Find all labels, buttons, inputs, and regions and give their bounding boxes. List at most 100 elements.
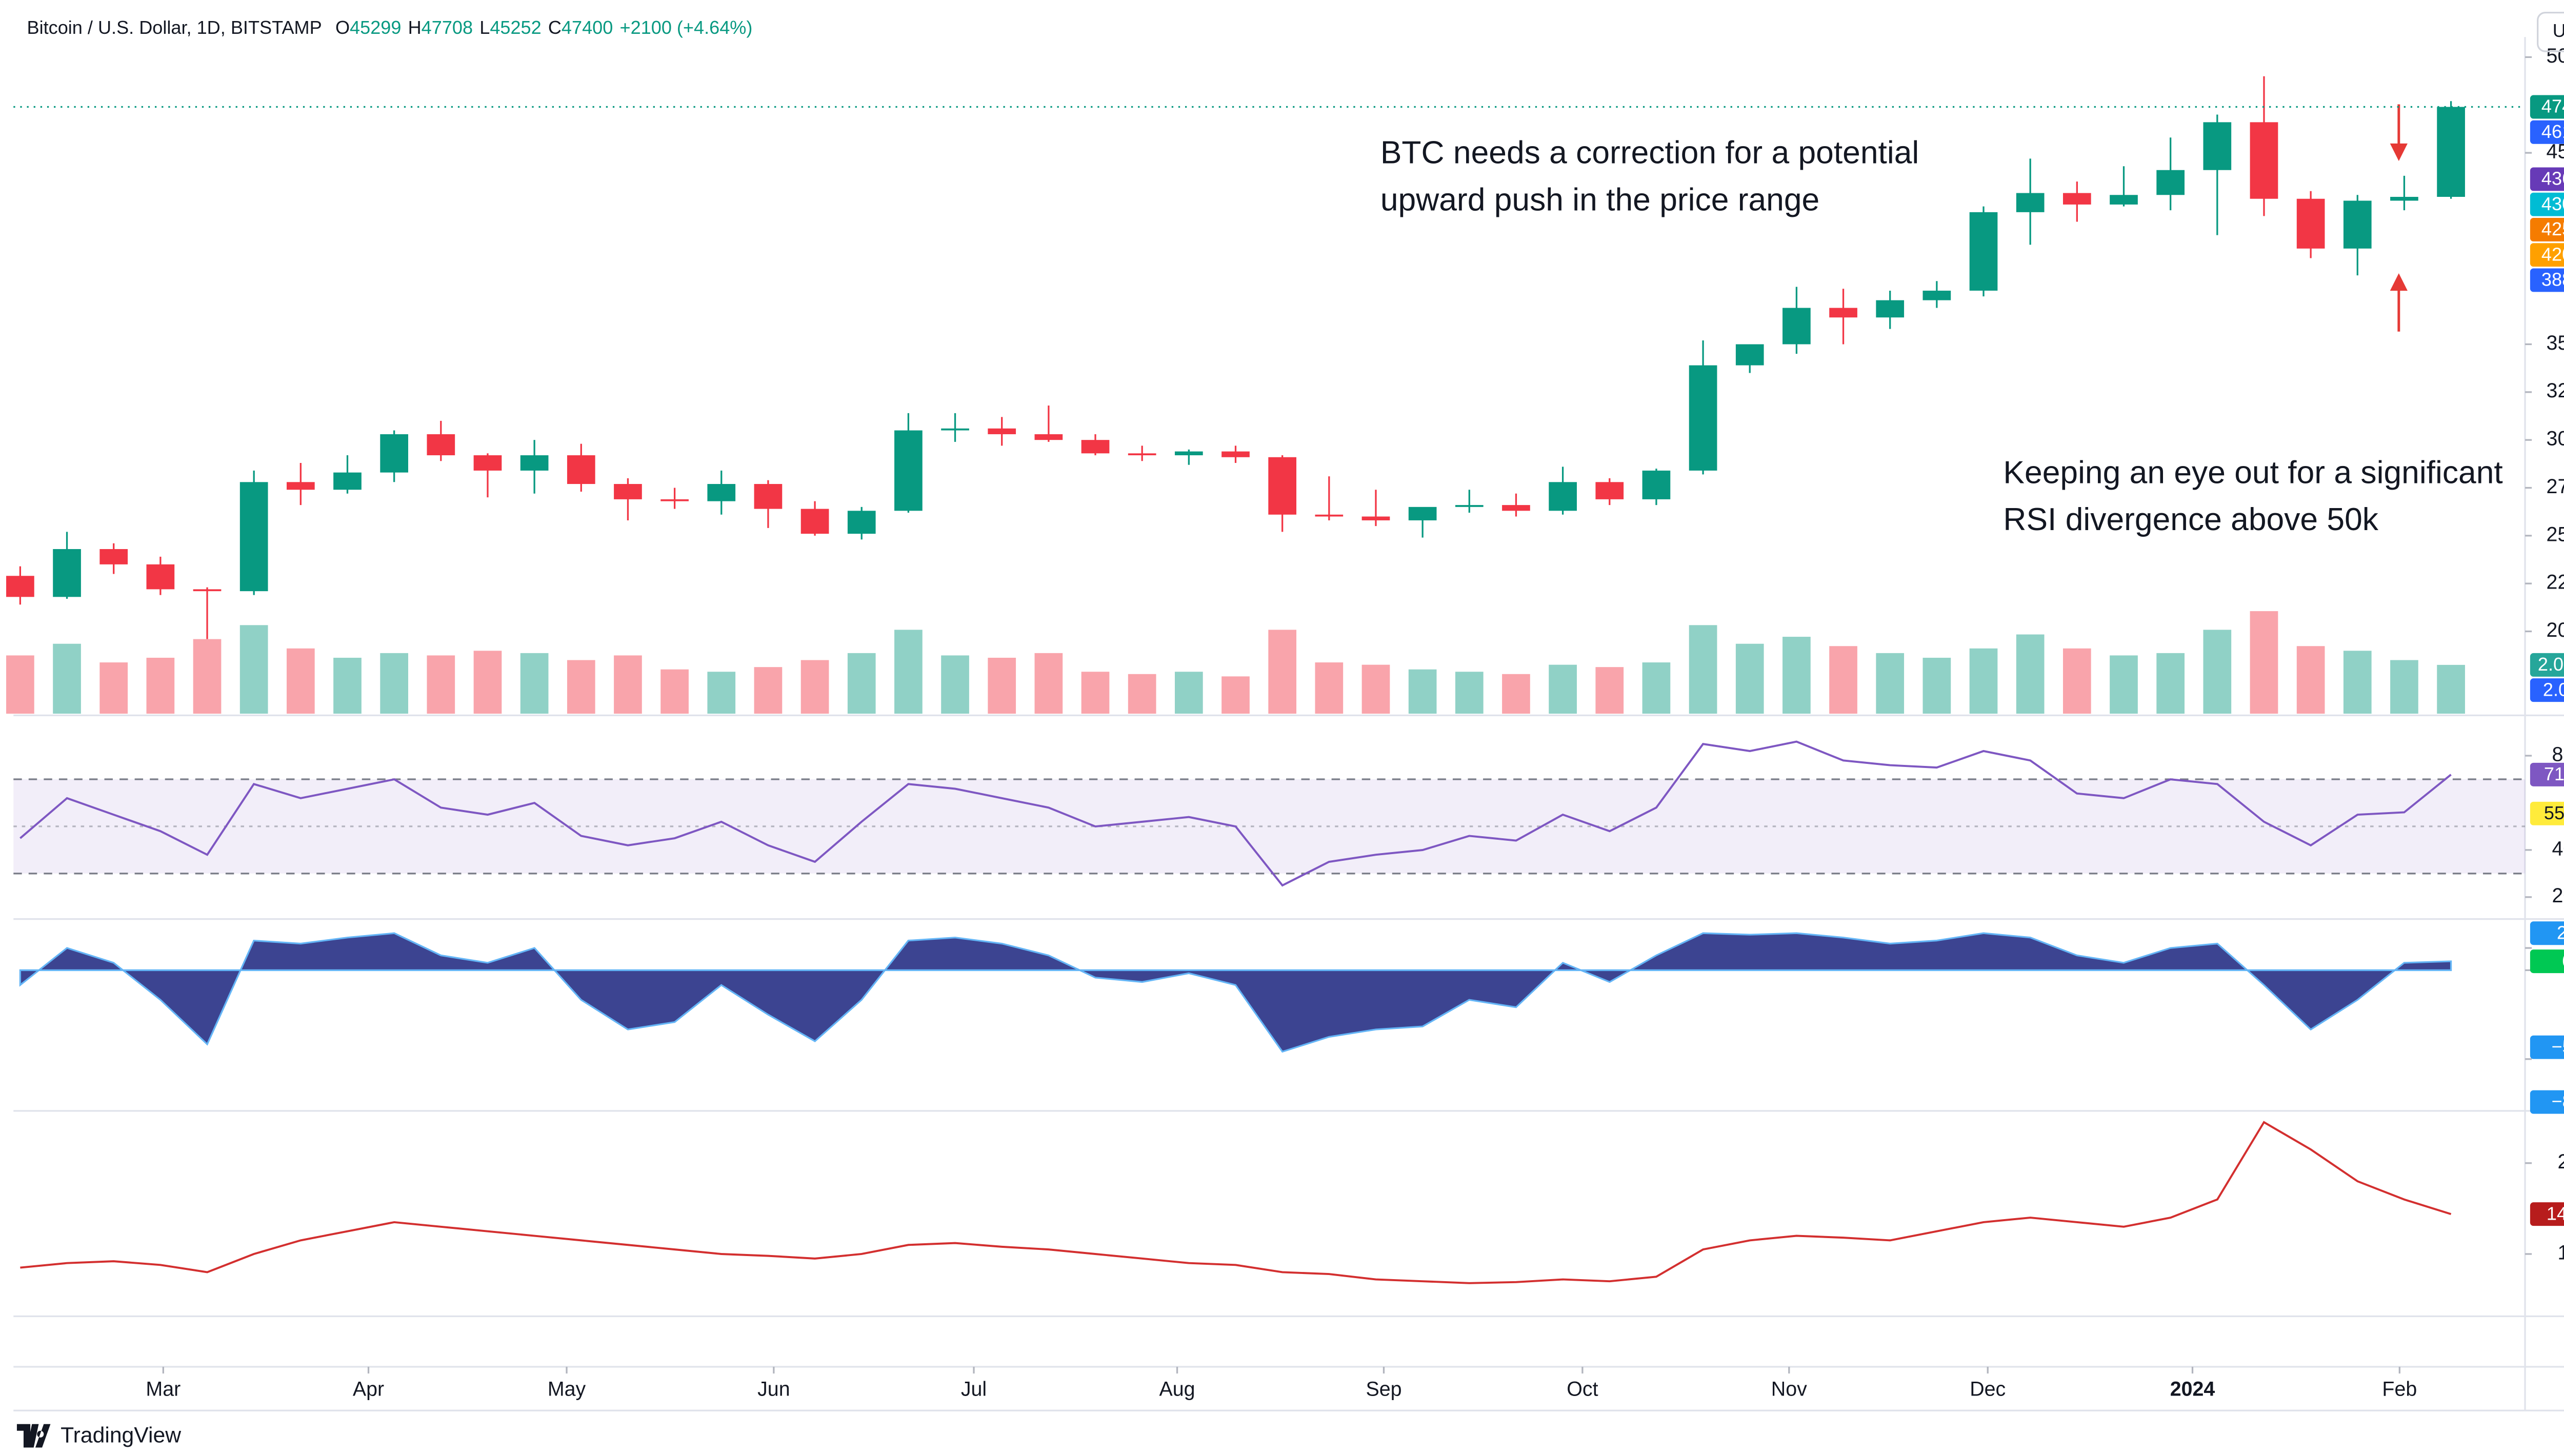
price-tag-label: 71.99 [2544,763,2564,784]
x-tick-label: Feb [2382,1378,2417,1400]
volume-bar [2203,630,2232,714]
price-tag-label: −89 [2551,1091,2564,1112]
candle-body [2437,107,2465,197]
x-tick-label: Dec [1970,1378,2006,1400]
candle-body [1408,507,1437,520]
x-tick-label: Jul [961,1378,987,1400]
price-tag-label: 6 [2562,950,2564,971]
arrow-up [2390,273,2408,332]
candle-body [473,455,502,471]
candle-body [53,549,81,597]
x-tick-label: Mar [146,1378,181,1400]
volume-bar [1315,662,1344,714]
volume-bar [1689,625,1717,714]
candle-body [520,455,549,471]
candle-body [1829,308,1857,318]
candle-body [1876,300,1905,318]
volume-bar [2156,653,2185,714]
candle-body [847,511,876,534]
price-tag-label: 55.46 [2544,802,2564,823]
volume-bar [2390,660,2418,714]
ohlc-value: 47400 [562,16,613,37]
volume-bar [707,672,736,714]
annotation: BTC needs a correction for a potential u… [1380,136,1919,219]
volume-bar [1361,664,1390,714]
volume-bar [660,669,689,714]
volume-bar [754,667,783,714]
price-tag [2530,921,2564,945]
symbol: Bitcoin / U.S. Dollar, 1D, BITSTAMP [27,16,322,37]
volume-bar [2296,646,2325,714]
volume-bar [1549,664,1577,714]
volume-bar [1642,662,1671,714]
candle-body [2156,170,2185,195]
volume-bar [2437,664,2465,714]
x-tick-label: Aug [1159,1378,1195,1400]
volume-bar [614,655,642,714]
candle-body [2343,200,2372,249]
candle-body [660,499,689,501]
candle-body [2390,196,2418,201]
candle-body [941,428,969,431]
volume-bar [427,655,455,714]
brand-name: TradingView [61,1422,182,1448]
x-tick-label: Apr [353,1378,384,1400]
volume-bar [1595,667,1624,714]
price-tag-label: 2.02K [2543,679,2564,700]
volume-bar [1876,653,1905,714]
candle-body [2203,122,2232,170]
price-tag-label: 46193 [2541,121,2564,142]
volume-bar [1174,672,1203,714]
volume-bar [567,660,595,714]
price-tag [2530,1035,2564,1059]
ohlc-key: L [479,16,490,37]
candle-body [193,589,222,592]
price-tag [2530,678,2564,702]
candle-body [1174,451,1203,456]
x-tick-label: 2024 [2170,1378,2215,1400]
y-tick-label: 27500 [2547,475,2564,498]
x-tick-label: Oct [1567,1378,1598,1400]
price-tag [2530,1202,2564,1226]
candle-body [754,484,783,509]
price-tag-label: 25 [2557,922,2564,943]
candle-body [146,564,175,590]
arrow-down [2390,104,2408,161]
volume-bar [941,655,969,714]
price-tag [2530,949,2564,974]
y-tick-label: 30000 [2547,428,2564,450]
volume-bar [1969,648,1998,714]
price-tag [2530,95,2564,119]
candle-body [1922,290,1951,300]
price-tag-label: 47400 [2541,96,2564,117]
volume-bar [894,630,923,714]
price-tag [2530,192,2564,216]
candle-body [707,484,736,501]
price-tag [2530,217,2564,241]
price-tag-label: −52 [2551,1036,2564,1057]
ohlc-key: C [548,16,562,37]
candle-body [1221,451,1250,457]
x-tick-label: Nov [1771,1378,1807,1400]
y-tick-label: 2000 [2557,1150,2564,1173]
annotation: Keeping an eye out for a significant RSI… [2003,456,2503,539]
ohlc-value: 45299 [350,16,401,37]
candle-body [1595,482,1624,499]
candle-body [1549,482,1577,511]
volume-bar [1829,646,1857,714]
candle-body [333,472,362,490]
volume-bar [193,639,222,714]
price-tag-label: 43625 [2541,168,2564,189]
currency-button[interactable]: USD [2537,11,2564,52]
y-tick-label: 20000 [2547,619,2564,641]
volume-bar [520,653,549,714]
candle-body [567,455,595,484]
volume-bar [847,653,876,714]
y-tick-label: 20.00 [2552,884,2564,907]
candle-body [1361,516,1390,520]
candle-body [2250,122,2278,199]
y-tick-label: 40.00 [2552,837,2564,860]
